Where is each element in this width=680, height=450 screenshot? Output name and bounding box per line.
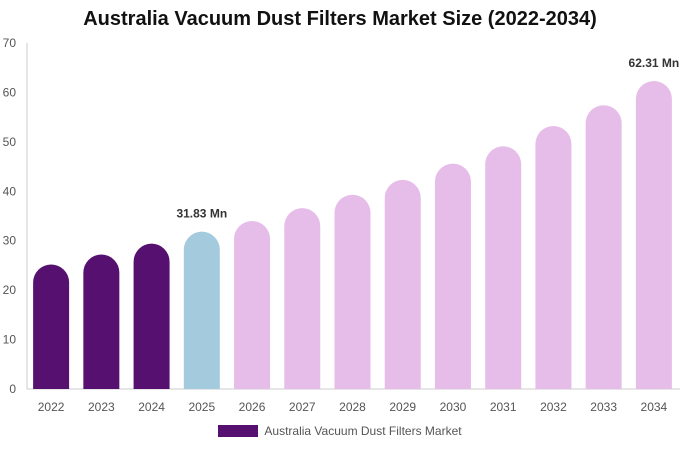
y-tick-label: 20 — [3, 283, 17, 297]
x-tick-label: 2030 — [440, 400, 467, 414]
y-tick-label: 60 — [3, 85, 17, 99]
x-tick-label: 2023 — [88, 400, 115, 414]
bar-2028 — [334, 194, 371, 389]
bar-2024 — [133, 243, 170, 389]
bar-2026 — [234, 220, 271, 389]
chart-title: Australia Vacuum Dust Filters Market Siz… — [83, 8, 597, 30]
bar-2031 — [485, 146, 522, 389]
y-tick-label: 40 — [3, 184, 17, 198]
x-tick-label: 2025 — [188, 400, 215, 414]
y-tick-label: 50 — [3, 135, 17, 149]
bar-2022 — [33, 264, 70, 389]
x-tick-label: 2029 — [389, 400, 416, 414]
bar-2033 — [585, 105, 622, 389]
y-tick-label: 30 — [3, 234, 17, 248]
legend-swatch — [218, 425, 259, 437]
y-tick-label: 10 — [3, 333, 17, 347]
x-tick-label: 2031 — [490, 400, 517, 414]
x-tick-label: 2027 — [289, 400, 316, 414]
x-tick-label: 2028 — [339, 400, 366, 414]
x-tick-label: 2034 — [641, 400, 668, 414]
legend: Australia Vacuum Dust Filters Market — [0, 424, 680, 438]
y-tick-label: 70 — [3, 36, 17, 50]
y-tick-label: 0 — [9, 382, 16, 396]
bar-2032 — [535, 126, 572, 390]
x-tick-label: 2024 — [138, 400, 165, 414]
x-tick-label: 2026 — [239, 400, 266, 414]
data-label-2025: 31.83 Mn — [176, 207, 227, 221]
x-tick-label: 2032 — [540, 400, 567, 414]
data-label-2034: 62.31 Mn — [629, 56, 680, 70]
bar-2025 — [183, 231, 220, 389]
bar-2030 — [434, 163, 471, 389]
x-tick-label: 2022 — [38, 400, 65, 414]
bar-2027 — [284, 208, 321, 389]
legend-label: Australia Vacuum Dust Filters Market — [264, 424, 462, 438]
x-tick-label: 2033 — [590, 400, 617, 414]
bar-2023 — [83, 254, 120, 389]
bar-2029 — [384, 179, 421, 389]
bar-2034 — [635, 81, 672, 390]
